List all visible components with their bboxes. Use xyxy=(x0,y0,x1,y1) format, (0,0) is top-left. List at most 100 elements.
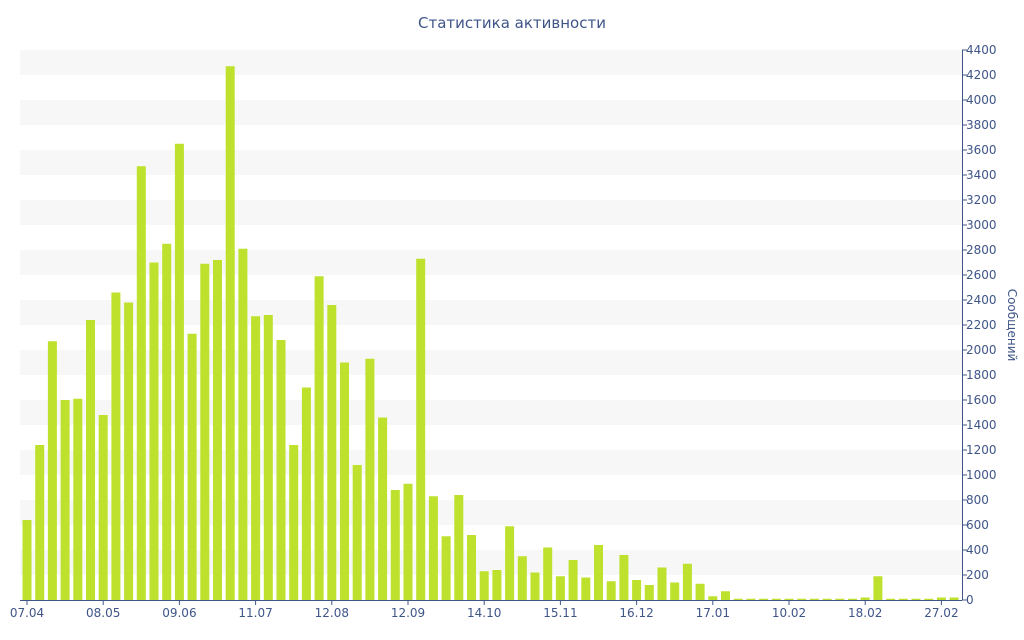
grid-band xyxy=(20,350,962,375)
bar[interactable] xyxy=(73,398,83,600)
y-tick-label: 1600 xyxy=(966,393,997,407)
bar[interactable] xyxy=(860,597,870,601)
bar[interactable] xyxy=(428,496,438,600)
x-tick-label: 12.08 xyxy=(315,606,349,620)
bar[interactable] xyxy=(949,597,959,601)
bar[interactable] xyxy=(213,260,222,600)
grid-bands xyxy=(20,50,962,575)
y-tick-label: 200 xyxy=(966,568,989,582)
bar[interactable] xyxy=(594,545,603,600)
bar[interactable] xyxy=(898,598,908,600)
bar[interactable] xyxy=(111,292,121,601)
bar[interactable] xyxy=(378,417,388,601)
bar[interactable] xyxy=(746,598,756,600)
bar[interactable] xyxy=(22,520,32,600)
bar[interactable] xyxy=(467,535,476,600)
bar[interactable] xyxy=(174,143,184,600)
bar[interactable] xyxy=(136,166,146,600)
bar[interactable] xyxy=(835,598,845,600)
bar[interactable] xyxy=(619,555,629,600)
bar[interactable] xyxy=(454,495,464,600)
bar[interactable] xyxy=(708,596,718,600)
bar[interactable] xyxy=(492,570,502,600)
bar[interactable] xyxy=(568,560,578,600)
x-tick-label: 18.02 xyxy=(848,606,882,620)
bar[interactable] xyxy=(225,66,235,600)
x-tick-label: 17.01 xyxy=(696,606,730,620)
y-tick-label: 600 xyxy=(966,518,989,532)
bar[interactable] xyxy=(721,591,730,600)
grid-band xyxy=(20,250,962,275)
x-tick-label: 16.12 xyxy=(619,606,653,620)
bar[interactable] xyxy=(632,580,642,600)
bar[interactable] xyxy=(124,302,134,601)
bar[interactable] xyxy=(555,576,565,600)
bar[interactable] xyxy=(581,577,591,601)
bar[interactable] xyxy=(365,358,375,600)
y-tick-label: 1800 xyxy=(966,368,997,382)
bar[interactable] xyxy=(301,387,311,601)
bar[interactable] xyxy=(390,490,400,600)
bar[interactable] xyxy=(403,483,413,600)
bar[interactable] xyxy=(505,526,515,600)
bar[interactable] xyxy=(289,445,299,600)
y-tick-label: 4400 xyxy=(966,43,997,57)
bar[interactable] xyxy=(809,598,819,600)
bar[interactable] xyxy=(657,567,667,601)
bar[interactable] xyxy=(771,598,781,600)
bar[interactable] xyxy=(733,598,743,600)
bar[interactable] xyxy=(441,536,451,600)
bar[interactable] xyxy=(644,585,654,600)
bar[interactable] xyxy=(200,263,210,600)
x-tick-label: 09.06 xyxy=(162,606,196,620)
grid-band xyxy=(20,150,962,175)
x-tick-label: 08.05 xyxy=(86,606,120,620)
y-axis-title: Сообщений xyxy=(1005,289,1019,362)
bar[interactable] xyxy=(314,276,324,600)
y-tick-label: 2200 xyxy=(966,318,997,332)
bar[interactable] xyxy=(149,262,159,601)
bar[interactable] xyxy=(327,305,337,600)
bar[interactable] xyxy=(162,243,172,600)
bar[interactable] xyxy=(238,248,248,600)
y-tick-label: 3600 xyxy=(966,143,997,157)
bar[interactable] xyxy=(759,598,769,600)
bar[interactable] xyxy=(936,597,946,601)
bar[interactable] xyxy=(530,572,540,601)
bar[interactable] xyxy=(479,571,489,600)
bar[interactable] xyxy=(98,415,108,600)
bar[interactable] xyxy=(47,341,57,600)
bar[interactable] xyxy=(784,598,794,600)
bar[interactable] xyxy=(263,315,273,600)
bar[interactable] xyxy=(924,598,934,600)
bar[interactable] xyxy=(606,581,616,600)
y-tick-label: 2000 xyxy=(966,343,997,357)
bar[interactable] xyxy=(911,598,921,600)
bar[interactable] xyxy=(682,563,692,600)
bar[interactable] xyxy=(35,445,45,600)
bar[interactable] xyxy=(543,547,553,601)
bar[interactable] xyxy=(873,576,883,600)
bar[interactable] xyxy=(822,598,832,600)
x-tick-label: 07.04 xyxy=(10,606,44,620)
bar[interactable] xyxy=(60,400,70,600)
y-tick-label: 0 xyxy=(966,593,974,607)
bar[interactable] xyxy=(352,465,362,600)
bar[interactable] xyxy=(86,320,95,600)
y-tick-label: 800 xyxy=(966,493,989,507)
bar[interactable] xyxy=(848,598,857,600)
bar[interactable] xyxy=(340,362,349,601)
bar[interactable] xyxy=(276,340,286,600)
bar[interactable] xyxy=(517,556,527,600)
bar[interactable] xyxy=(187,333,197,600)
bar[interactable] xyxy=(797,598,807,600)
y-tick-label: 3200 xyxy=(966,193,997,207)
x-tick-label: 12.09 xyxy=(391,606,425,620)
bar[interactable] xyxy=(416,258,426,600)
bar[interactable] xyxy=(670,582,680,601)
y-tick-label: 400 xyxy=(966,543,989,557)
bar[interactable] xyxy=(695,583,705,600)
bar[interactable] xyxy=(251,316,261,600)
bar[interactable] xyxy=(886,598,896,600)
